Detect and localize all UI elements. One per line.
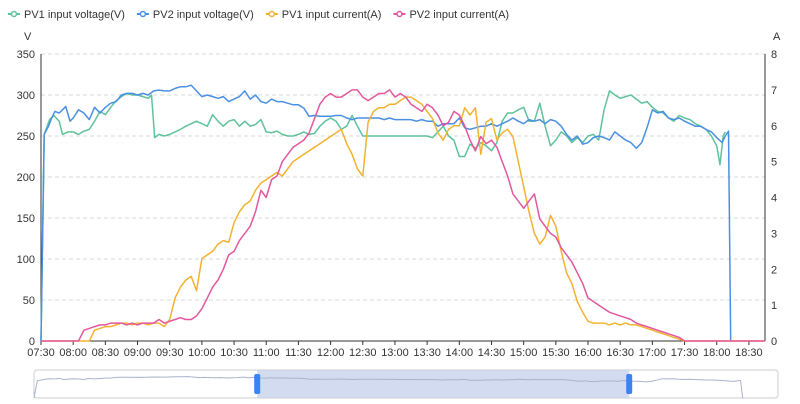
y-right-tick-label: 8 xyxy=(771,49,777,61)
y-left-tick-label: 50 xyxy=(23,295,35,307)
zoom-handle-right[interactable] xyxy=(626,374,633,394)
legend-item[interactable]: PV1 input voltage(V) xyxy=(8,9,125,21)
zoom-selected-range xyxy=(257,370,630,398)
legend-item[interactable]: PV2 input voltage(V) xyxy=(136,9,254,21)
legend-label: PV2 input current(A) xyxy=(409,9,509,21)
data-zoom-slider[interactable] xyxy=(33,369,779,399)
series-line-1 xyxy=(40,90,726,342)
y-left-unit-label: V xyxy=(24,31,32,43)
series-line-4 xyxy=(41,89,765,342)
legend-label: PV1 input current(A) xyxy=(282,9,382,21)
y-right-tick-label: 7 xyxy=(771,85,777,97)
x-tick-label: 13:00 xyxy=(381,347,409,359)
y-left-tick-label: 350 xyxy=(17,49,35,61)
series-line-3 xyxy=(41,96,765,342)
x-tick-label: 09:00 xyxy=(124,347,152,359)
zoom-handle-left[interactable] xyxy=(254,374,261,394)
legend-swatch-dot xyxy=(268,10,276,18)
series-lines xyxy=(40,84,765,342)
x-tick-label: 16:30 xyxy=(606,347,634,359)
y-right-tick-label: 3 xyxy=(771,228,777,240)
x-tick-label: 12:00 xyxy=(317,347,345,359)
y-right-unit-label: A xyxy=(773,31,781,43)
y-right-tick-label: 6 xyxy=(771,121,777,133)
x-tick-label: 07:30 xyxy=(27,347,55,359)
x-tick-label: 15:30 xyxy=(542,347,570,359)
x-tick-label: 11:00 xyxy=(253,347,280,359)
x-tick-label: 10:30 xyxy=(220,347,248,359)
y-left-tick-label: 300 xyxy=(17,90,35,102)
x-tick-label: 14:30 xyxy=(478,347,506,359)
x-tick-label: 18:00 xyxy=(703,347,731,359)
chart-legend: PV1 input voltage(V) PV2 input voltage(V)… xyxy=(8,9,509,21)
y-left-tick-label: 200 xyxy=(17,172,35,184)
y-left-tick-label: 0 xyxy=(29,336,35,348)
x-tick-label: 08:30 xyxy=(92,347,120,359)
x-tick-label: 18:30 xyxy=(735,347,763,359)
legend-swatch-dot xyxy=(396,10,403,18)
axes: 0 50 100 150 200 250 300 350 0 1 2 3 4 5 6 7 8 07:30 08:00… xyxy=(17,49,777,359)
legend-swatch-dot xyxy=(139,10,147,18)
x-tick-label: 14:00 xyxy=(446,347,474,359)
y-right-tick-label: 0 xyxy=(771,336,777,348)
x-tick-label: 11:30 xyxy=(285,347,312,359)
y-left-tick-label: 150 xyxy=(17,213,35,225)
legend-label: PV2 input voltage(V) xyxy=(153,9,254,21)
x-tick-label: 17:00 xyxy=(639,347,667,359)
y-left-tick-label: 250 xyxy=(17,131,35,143)
y-right-tick-label: 1 xyxy=(771,300,777,312)
legend-item[interactable]: PV1 input current(A) xyxy=(265,9,382,21)
x-tick-label: 15:00 xyxy=(510,347,538,359)
y-right-tick-label: 4 xyxy=(771,193,777,205)
y-left-tick-label: 100 xyxy=(17,254,35,266)
x-tick-label: 08:00 xyxy=(59,347,87,359)
x-tick-label: 10:00 xyxy=(188,347,216,359)
series-line-2 xyxy=(40,84,732,342)
x-tick-label: 17:30 xyxy=(671,347,699,359)
legend-item[interactable]: PV2 input current(A) xyxy=(393,9,509,21)
legend-label: PV1 input voltage(V) xyxy=(24,9,125,21)
legend-swatch-dot xyxy=(10,10,18,18)
x-tick-label: 12:30 xyxy=(349,347,377,359)
x-tick-label: 13:30 xyxy=(413,347,441,359)
x-tick-label: 16:00 xyxy=(574,347,602,359)
y-right-tick-label: 2 xyxy=(771,264,777,276)
y-right-tick-label: 5 xyxy=(771,157,777,169)
x-tick-label: 09:30 xyxy=(156,347,184,359)
